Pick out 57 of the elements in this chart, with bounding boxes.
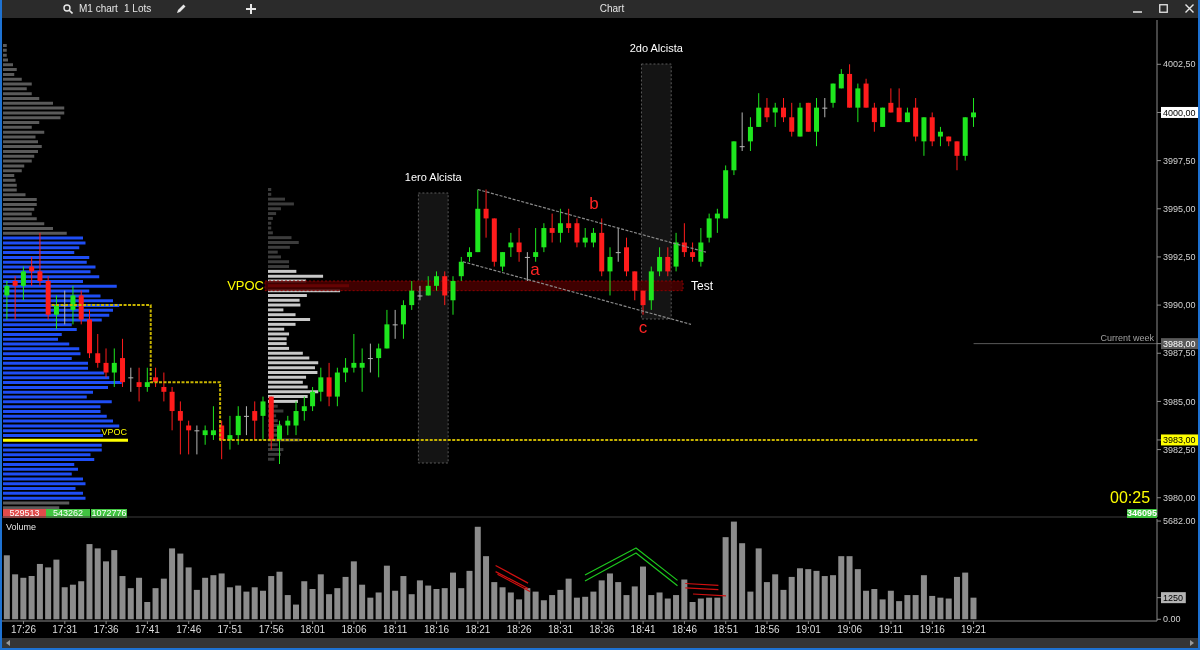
x-tick-label: 18:51 — [713, 624, 739, 636]
x-tick-label: 17:41 — [134, 624, 161, 636]
y-tick-label: 3985,00 — [1163, 396, 1196, 407]
x-tick-label: 19:21 — [961, 624, 987, 636]
ref-line-label: Current week — [1100, 332, 1155, 343]
x-tick-label: 18:31 — [548, 624, 574, 636]
annotation: 543262 — [46, 507, 90, 518]
x-tick-label: 18:16 — [424, 624, 450, 636]
text: M1 chart — [79, 2, 118, 15]
y-tick-label: 4000,00 — [1163, 107, 1196, 118]
annotation: VPOC — [227, 277, 264, 293]
y-tick-label: 3990,00 — [1163, 300, 1196, 311]
annotation: VPOC — [101, 426, 127, 437]
annotation: 00:25 — [1110, 489, 1151, 506]
x-tick-label: 17:36 — [93, 624, 120, 636]
band-label: Test — [691, 279, 714, 294]
y-tick-label: 5682.00 — [1163, 516, 1196, 527]
x-tick-label: 18:06 — [341, 624, 367, 636]
y-tick-label: 3997,50 — [1163, 155, 1196, 166]
y-tick-label: 3992,50 — [1163, 252, 1196, 263]
y-tick-label: 3983,00 — [1163, 435, 1196, 446]
annotation: b — [589, 194, 599, 213]
annotation: 529513 — [3, 507, 46, 518]
x-tick-label: 17:56 — [258, 624, 285, 636]
y-tick-label: 3988,00 — [1163, 338, 1196, 349]
x-tick-label: 19:06 — [837, 624, 863, 636]
x-tick-label: 18:36 — [589, 624, 615, 636]
y-tick-label: 3980,00 — [1163, 492, 1196, 503]
x-tick-label: 18:26 — [506, 624, 533, 636]
y-tick-label: 4002,50 — [1163, 59, 1196, 70]
x-tick-label: 18:21 — [465, 624, 491, 636]
x-tick-label: 19:11 — [878, 624, 904, 636]
chart-title: Chart — [599, 2, 625, 15]
band-label: 1ero Alcista — [404, 171, 463, 183]
y-tick-label: 3987,50 — [1163, 348, 1196, 359]
x-tick-label: 18:11 — [383, 624, 408, 636]
x-tick-label: 17:31 — [52, 624, 78, 636]
annotation: 346095 — [1127, 508, 1158, 518]
chart-title: Volume — [6, 522, 37, 532]
band-label: 2do Alcista — [629, 42, 684, 54]
x-tick-label: 18:56 — [754, 624, 780, 636]
y-tick-label: 1250 — [1163, 592, 1184, 603]
x-tick-label: 17:51 — [217, 624, 243, 636]
x-tick-label: 18:01 — [300, 624, 326, 636]
x-tick-label: 17:46 — [176, 624, 202, 636]
annotation: 1072776 — [91, 507, 127, 518]
x-tick-label: 19:01 — [795, 624, 822, 636]
annotation: c — [638, 318, 648, 337]
x-tick-label: 18:41 — [630, 624, 657, 636]
x-tick-label: 18:46 — [671, 624, 698, 636]
text: 1 Lots — [124, 2, 152, 15]
y-tick-label: 0.00 — [1163, 614, 1181, 625]
y-tick-label: 3995,00 — [1163, 203, 1196, 214]
x-tick-label: 17:26 — [10, 624, 37, 636]
annotation: a — [530, 260, 540, 279]
x-tick-label: 19:16 — [919, 624, 946, 636]
y-tick-label: 3982,50 — [1163, 444, 1196, 455]
